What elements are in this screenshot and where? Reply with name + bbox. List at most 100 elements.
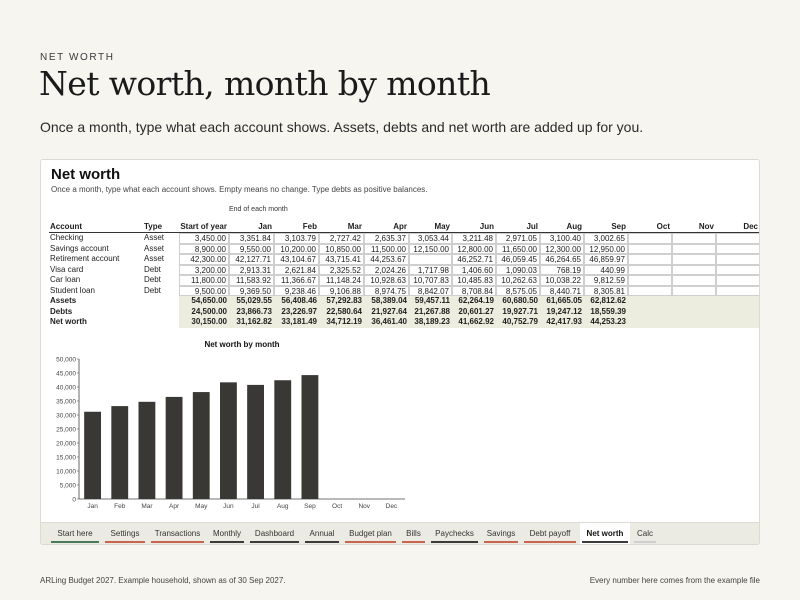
balance-cell[interactable]: 42,300.00 [179,254,229,265]
balance-cell[interactable] [672,285,716,296]
balance-cell[interactable]: 9,500.00 [179,285,229,296]
balance-cell[interactable]: 3,002.65 [584,233,628,244]
balance-cell[interactable] [628,233,672,244]
tab-debt-payoff[interactable]: Debt payoff [522,523,578,544]
balance-cell[interactable]: 12,800.00 [452,243,496,254]
balance-cell[interactable]: 2,913.31 [229,264,274,275]
balance-cell[interactable]: 3,351.84 [229,233,274,244]
balance-cell[interactable]: 3,211.48 [452,233,496,244]
balance-cell[interactable]: 46,252.71 [452,254,496,265]
balance-cell[interactable]: 3,100.40 [540,233,584,244]
balance-cell[interactable]: 8,575.05 [496,285,540,296]
balance-cell[interactable]: 43,104.67 [274,254,319,265]
balance-cell[interactable]: 9,369.50 [229,285,274,296]
balance-cell[interactable] [672,275,716,286]
balance-cell[interactable] [628,275,672,286]
balance-cell[interactable]: 1,090.03 [496,264,540,275]
balance-cell[interactable] [672,233,716,244]
balance-cell[interactable] [628,264,672,275]
balance-cell[interactable] [716,285,759,296]
balance-cell[interactable]: 9,106.88 [319,285,364,296]
balance-cell[interactable]: 3,053.44 [409,233,452,244]
balance-cell[interactable]: 10,485.83 [452,275,496,286]
balance-cell[interactable]: 3,450.00 [179,233,229,244]
balance-cell[interactable] [716,243,759,254]
tab-label: Debt payoff [529,529,571,538]
balance-cell[interactable]: 11,148.24 [319,275,364,286]
x-tick-label: Nov [358,503,370,510]
balance-cell[interactable] [409,254,452,265]
balance-cell[interactable]: 768.19 [540,264,584,275]
balance-cell[interactable]: 11,800.00 [179,275,229,286]
tab-monthly[interactable]: Monthly [208,523,246,544]
balance-cell[interactable]: 12,950.00 [584,243,628,254]
balance-cell[interactable] [672,254,716,265]
balance-cell[interactable]: 8,842.07 [409,285,452,296]
balance-cell[interactable]: 8,305.81 [584,285,628,296]
balance-cell[interactable]: 10,928.63 [364,275,409,286]
balance-cell[interactable] [628,285,672,296]
balance-cell[interactable] [672,243,716,254]
balance-cell[interactable]: 10,200.00 [274,243,319,254]
balance-cell[interactable]: 11,500.00 [364,243,409,254]
balance-cell[interactable]: 46,059.45 [496,254,540,265]
balance-cell[interactable]: 11,650.00 [496,243,540,254]
tab-net-worth[interactable]: Net worth [580,523,630,544]
balance-cell[interactable]: 8,974.75 [364,285,409,296]
spreadsheet-panel: Net worth Once a month, type what each a… [40,159,760,545]
balance-cell[interactable]: 2,621.84 [274,264,319,275]
balance-cell[interactable]: 440.99 [584,264,628,275]
tab-settings[interactable]: Settings [103,523,147,544]
tab-annual[interactable]: Annual [303,523,341,544]
balance-cell[interactable]: 46,859.97 [584,254,628,265]
balance-cell[interactable] [716,275,759,286]
balance-cell[interactable]: 8,900.00 [179,243,229,254]
balance-cell[interactable]: 2,635.37 [364,233,409,244]
balance-cell[interactable]: 10,038.22 [540,275,584,286]
tab-budget-plan[interactable]: Budget plan [343,523,398,544]
balance-cell[interactable] [628,254,672,265]
balance-cell[interactable]: 12,150.00 [409,243,452,254]
balance-cell[interactable]: 12,300.00 [540,243,584,254]
balance-cell[interactable]: 9,550.00 [229,243,274,254]
balance-cell[interactable]: 2,325.52 [319,264,364,275]
tab-savings[interactable]: Savings [482,523,520,544]
x-tick-label: Oct [332,503,342,510]
balance-cell[interactable] [716,264,759,275]
chart-bar [301,375,319,499]
balance-cell[interactable] [716,254,759,265]
balance-cell[interactable]: 44,253.67 [364,254,409,265]
balance-cell[interactable]: 8,440.71 [540,285,584,296]
balance-cell[interactable] [716,233,759,244]
balance-cell[interactable]: 9,812.59 [584,275,628,286]
footer-right: Every number here comes from the example… [589,576,760,585]
balance-cell[interactable]: 11,583.92 [229,275,274,286]
balance-cell[interactable]: 8,708.84 [452,285,496,296]
balance-cell[interactable]: 2,727.42 [319,233,364,244]
total-cell [672,317,716,328]
tab-calc[interactable]: Calc [632,523,658,544]
balance-cell[interactable]: 46,264.65 [540,254,584,265]
balance-cell[interactable]: 1,406.60 [452,264,496,275]
balance-cell[interactable]: 1,717.98 [409,264,452,275]
tab-transactions[interactable]: Transactions [149,523,206,544]
balance-cell[interactable]: 2,971.05 [496,233,540,244]
balance-cell[interactable]: 10,850.00 [319,243,364,254]
balance-cell[interactable]: 11,366.67 [274,275,319,286]
balance-cell[interactable]: 3,103.79 [274,233,319,244]
balance-cell[interactable]: 2,024.26 [364,264,409,275]
account-name: Student loan [50,285,95,295]
balance-cell[interactable]: 10,707.83 [409,275,452,286]
balance-cell[interactable] [628,243,672,254]
tab-paychecks[interactable]: Paychecks [429,523,480,544]
tab-dashboard[interactable]: Dashboard [248,523,301,544]
tab-start-here[interactable]: Start here [49,523,101,544]
balance-cell[interactable]: 42,127.71 [229,254,274,265]
tab-label: Calc [636,529,653,538]
tab-bills[interactable]: Bills [400,523,427,544]
balance-cell[interactable]: 43,715.41 [319,254,364,265]
balance-cell[interactable]: 10,262.63 [496,275,540,286]
balance-cell[interactable]: 9,238.46 [274,285,319,296]
balance-cell[interactable]: 3,200.00 [179,264,229,275]
balance-cell[interactable] [672,264,716,275]
